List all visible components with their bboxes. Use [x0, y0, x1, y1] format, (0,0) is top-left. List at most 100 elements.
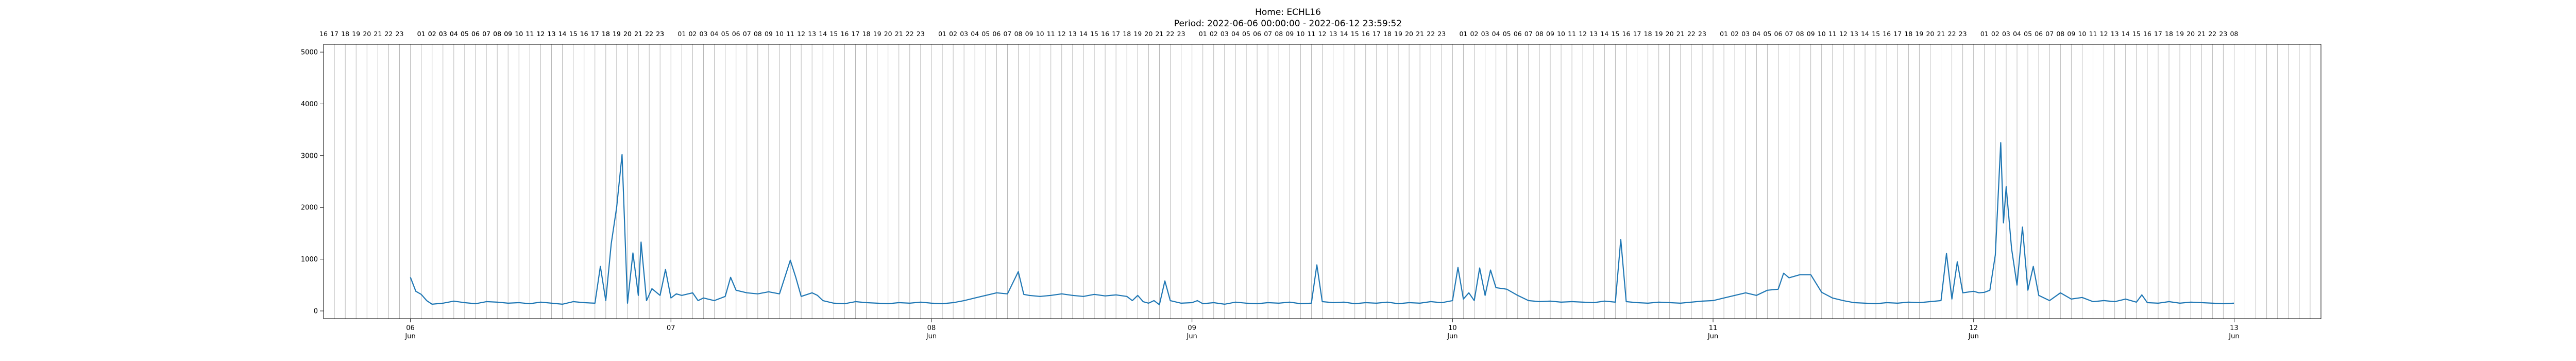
- hour-label: 03: [700, 30, 708, 38]
- hour-label: 09: [504, 30, 512, 38]
- hour-label: 03: [439, 30, 447, 38]
- hour-label: 15: [569, 30, 578, 38]
- hour-label: 05: [1242, 30, 1250, 38]
- hour-label: 06: [1774, 30, 1783, 38]
- chart-title: Home: ECHL16: [1255, 7, 1321, 18]
- hour-label: 03: [960, 30, 968, 38]
- hour-label: 17: [852, 30, 860, 38]
- hour-label: 23: [1177, 30, 1185, 38]
- hour-label: 02: [428, 30, 436, 38]
- hour-label: 09: [1025, 30, 1033, 38]
- series-group: [410, 142, 2234, 305]
- hour-label: 13: [548, 30, 556, 38]
- x-tick-day-label: 10: [1448, 324, 1457, 332]
- hour-label: 04: [450, 30, 458, 38]
- hour-label: 11: [1307, 30, 1315, 38]
- x-tick-month-label: Jun: [1707, 333, 1718, 340]
- hour-label: 17: [1372, 30, 1381, 38]
- hour-label: 21: [634, 30, 642, 38]
- hour-label: 06: [471, 30, 480, 38]
- x-tick-month-label: Jun: [1968, 333, 1979, 340]
- hour-label: 11: [526, 30, 534, 38]
- hour-label: 01: [417, 30, 426, 38]
- hour-label: 22: [1166, 30, 1175, 38]
- hour-label: 17: [1893, 30, 1902, 38]
- hour-label: 21: [895, 30, 903, 38]
- hour-label: 08: [1796, 30, 1804, 38]
- hour-label: 09: [504, 30, 512, 38]
- hour-label: 02: [428, 30, 436, 38]
- hour-label: 15: [569, 30, 578, 38]
- hour-label: 07: [743, 30, 751, 38]
- hour-label: 08: [1535, 30, 1544, 38]
- hour-label: 12: [2100, 30, 2108, 38]
- hour-label: 22: [1687, 30, 1696, 38]
- hour-label: 14: [1600, 30, 1608, 38]
- hour-label: 19: [2176, 30, 2184, 38]
- hour-label: 23: [396, 30, 404, 38]
- hour-label: 04: [2013, 30, 2021, 38]
- y-tick-label: 4000: [301, 101, 318, 108]
- hour-label: 07: [482, 30, 490, 38]
- hour-label: 16: [580, 30, 588, 38]
- y-tick-label: 0: [314, 307, 318, 315]
- hour-label: 18: [1123, 30, 1131, 38]
- y-tick-label: 2000: [301, 204, 318, 212]
- hour-label: 19: [1915, 30, 1923, 38]
- hour-label: 07: [1264, 30, 1272, 38]
- hour-label: 18: [1383, 30, 1392, 38]
- hour-label: 14: [2122, 30, 2130, 38]
- hour-label: 19: [1394, 30, 1402, 38]
- hour-label: 13: [1329, 30, 1337, 38]
- hour-label: 16: [319, 30, 328, 38]
- hour-label: 05: [1763, 30, 1771, 38]
- hour-label: 05: [721, 30, 730, 38]
- hour-label: 21: [1937, 30, 1945, 38]
- hour-label: 23: [1437, 30, 1446, 38]
- hour-label: 18: [602, 30, 610, 38]
- hour-label: 17: [1112, 30, 1120, 38]
- x-tick-day-label: 06: [406, 324, 415, 332]
- hour-label: 11: [1047, 30, 1055, 38]
- hour-label: 20: [884, 30, 892, 38]
- hour-label: 17: [591, 30, 599, 38]
- hour-label: 15: [2132, 30, 2141, 38]
- hour-label: 19: [613, 30, 621, 38]
- hour-label: 13: [1589, 30, 1598, 38]
- x-tick-month-label: Jun: [926, 333, 937, 340]
- x-tick-day-label: 09: [1188, 324, 1196, 332]
- hour-label: 21: [374, 30, 382, 38]
- hour-label: 01: [1199, 30, 1207, 38]
- hour-label: 16: [1362, 30, 1370, 38]
- hour-label: 10: [2078, 30, 2086, 38]
- hour-label: 10: [775, 30, 784, 38]
- hour-label: 10: [515, 30, 523, 38]
- hour-label: 15: [1351, 30, 1359, 38]
- hour-label: 02: [1991, 30, 1999, 38]
- hour-label: 22: [645, 30, 653, 38]
- hour-label: 05: [981, 30, 990, 38]
- hour-label: 02: [688, 30, 697, 38]
- hour-label: 13: [1069, 30, 1077, 38]
- x-tick-day-label: 13: [2230, 324, 2239, 332]
- hour-label: 06: [732, 30, 740, 38]
- hour-label: 09: [765, 30, 773, 38]
- hour-label: 04: [450, 30, 458, 38]
- hour-label: 01: [938, 30, 946, 38]
- hour-label: 05: [461, 30, 469, 38]
- hour-label: 14: [1079, 30, 1088, 38]
- hour-label: 02: [1470, 30, 1479, 38]
- x-tick-day-label: 11: [1709, 324, 1718, 332]
- hour-label: 20: [2187, 30, 2195, 38]
- hour-label: 07: [1003, 30, 1011, 38]
- hour-label: 16: [1101, 30, 1109, 38]
- hour-label: 13: [1850, 30, 1858, 38]
- hour-label: 16: [580, 30, 588, 38]
- chart-subtitle: Period: 2022-06-06 00:00:00 - 2022-06-12…: [1174, 19, 1402, 29]
- hour-label: 03: [1741, 30, 1750, 38]
- hour-label: 20: [623, 30, 632, 38]
- hour-label: 07: [1524, 30, 1533, 38]
- hour-label: 17: [2154, 30, 2162, 38]
- hour-label: 08: [1014, 30, 1023, 38]
